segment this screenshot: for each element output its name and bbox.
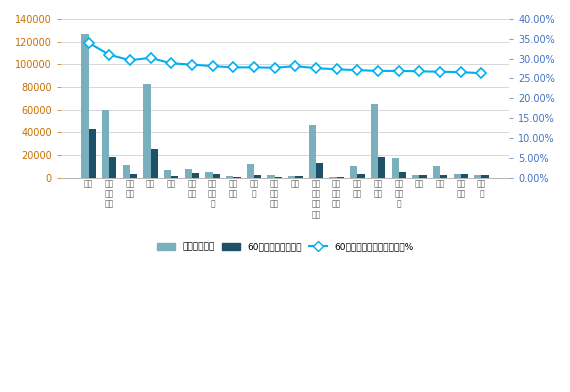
- Bar: [275, 177, 282, 178]
- Bar: [454, 174, 461, 178]
- Bar: [233, 177, 241, 178]
- Line: 60岁以上人口占总人口比例%: 60岁以上人口占总人口比例%: [85, 39, 485, 77]
- Bar: [102, 111, 109, 178]
- Bar: [440, 175, 447, 178]
- Bar: [213, 174, 220, 178]
- Bar: [461, 174, 468, 178]
- 60岁以上人口占总人口比例%: [374, 69, 381, 73]
- Bar: [433, 166, 440, 178]
- Bar: [254, 175, 261, 178]
- 60岁以上人口占总人口比例%: [457, 70, 464, 74]
- Bar: [399, 172, 406, 178]
- Bar: [185, 169, 192, 178]
- Bar: [88, 129, 96, 178]
- 60岁以上人口占总人口比例%: [312, 66, 319, 71]
- 60岁以上人口占总人口比例%: [437, 69, 443, 74]
- 60岁以上人口占总人口比例%: [416, 69, 423, 74]
- Bar: [420, 175, 427, 178]
- 60岁以上人口占总人口比例%: [271, 65, 278, 70]
- 60岁以上人口占总人口比例%: [396, 69, 402, 73]
- Bar: [267, 175, 275, 178]
- 60岁以上人口占总人口比例%: [189, 62, 196, 67]
- 60岁以上人口占总人口比例%: [333, 67, 340, 72]
- Bar: [309, 125, 316, 178]
- 60岁以上人口占总人口比例%: [147, 56, 154, 60]
- Bar: [371, 104, 378, 178]
- Bar: [192, 173, 199, 178]
- 60岁以上人口占总人口比例%: [230, 65, 237, 70]
- Bar: [288, 176, 295, 178]
- 60岁以上人口占总人口比例%: [354, 68, 361, 73]
- Bar: [412, 175, 420, 178]
- Legend: 总人口：千人, 60岁以上人口：千人, 60岁以上人口占总人口比例%: 总人口：千人, 60岁以上人口：千人, 60岁以上人口占总人口比例%: [153, 239, 417, 256]
- Bar: [392, 158, 399, 178]
- 60岁以上人口占总人口比例%: [292, 64, 299, 69]
- Bar: [295, 176, 303, 178]
- Bar: [378, 157, 385, 178]
- 60岁以上人口占总人口比例%: [251, 65, 258, 70]
- 60岁以上人口占总人口比例%: [478, 71, 485, 76]
- Bar: [482, 175, 488, 178]
- 60岁以上人口占总人口比例%: [168, 61, 174, 66]
- Bar: [123, 165, 130, 178]
- 60岁以上人口占总人口比例%: [209, 64, 216, 69]
- Bar: [82, 34, 88, 178]
- Bar: [130, 174, 137, 178]
- Bar: [205, 172, 213, 178]
- Bar: [109, 156, 116, 178]
- Bar: [143, 84, 150, 178]
- Bar: [357, 174, 365, 178]
- Bar: [171, 176, 178, 178]
- 60岁以上人口占总人口比例%: [85, 40, 92, 45]
- Bar: [247, 164, 254, 178]
- Bar: [329, 177, 337, 178]
- Bar: [226, 176, 233, 178]
- Bar: [164, 171, 171, 178]
- Bar: [350, 166, 357, 178]
- Bar: [337, 177, 344, 178]
- Bar: [474, 175, 482, 178]
- Bar: [150, 149, 158, 178]
- Bar: [316, 163, 323, 178]
- 60岁以上人口占总人口比例%: [106, 52, 113, 57]
- 60岁以上人口占总人口比例%: [127, 58, 133, 63]
